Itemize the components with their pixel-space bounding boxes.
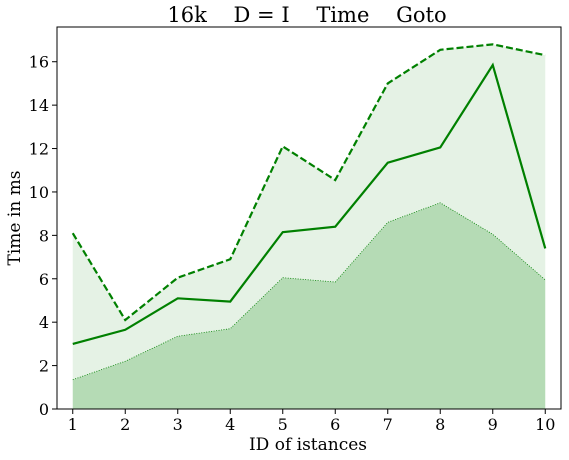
plot-frame bbox=[56, 26, 562, 410]
x-tick-label: 7 bbox=[383, 415, 393, 434]
y-tick-label: 16 bbox=[29, 53, 49, 72]
y-tick-label: 8 bbox=[39, 226, 49, 245]
y-tick-label: 4 bbox=[39, 313, 49, 332]
x-tick-label: 6 bbox=[330, 415, 340, 434]
plot-area bbox=[71, 43, 547, 409]
y-tick-label: 12 bbox=[29, 140, 49, 159]
min-area bbox=[72, 202, 546, 409]
x-tick-label: 4 bbox=[225, 415, 235, 434]
y-tick-label: 2 bbox=[39, 357, 49, 376]
series-max-line bbox=[71, 43, 546, 322]
x-tick-label: 2 bbox=[120, 415, 130, 434]
x-tick-label: 5 bbox=[278, 415, 288, 434]
y-tick-label: 14 bbox=[29, 96, 49, 115]
x-tick-label: 3 bbox=[173, 415, 183, 434]
y-axis: 0 2 4 6 8 10 12 14 16 bbox=[29, 53, 57, 419]
x-tick-label: 8 bbox=[435, 415, 445, 434]
y-tick-label: 6 bbox=[39, 270, 49, 289]
chart-title: 16k D = I Time Goto bbox=[167, 3, 446, 27]
y-tick-label: 10 bbox=[29, 183, 49, 202]
x-tick-label: 1 bbox=[68, 415, 78, 434]
y-axis-label: Time in ms bbox=[5, 171, 25, 266]
range-band bbox=[72, 44, 546, 380]
x-axis: 1 2 3 4 5 6 7 8 9 10 bbox=[68, 409, 555, 434]
y-tick-label: 0 bbox=[39, 400, 49, 419]
x-tick-label: 9 bbox=[488, 415, 498, 434]
x-axis-label: ID of istances bbox=[249, 435, 367, 455]
x-tick-label: 10 bbox=[535, 415, 555, 434]
series-mean-line bbox=[72, 62, 547, 345]
